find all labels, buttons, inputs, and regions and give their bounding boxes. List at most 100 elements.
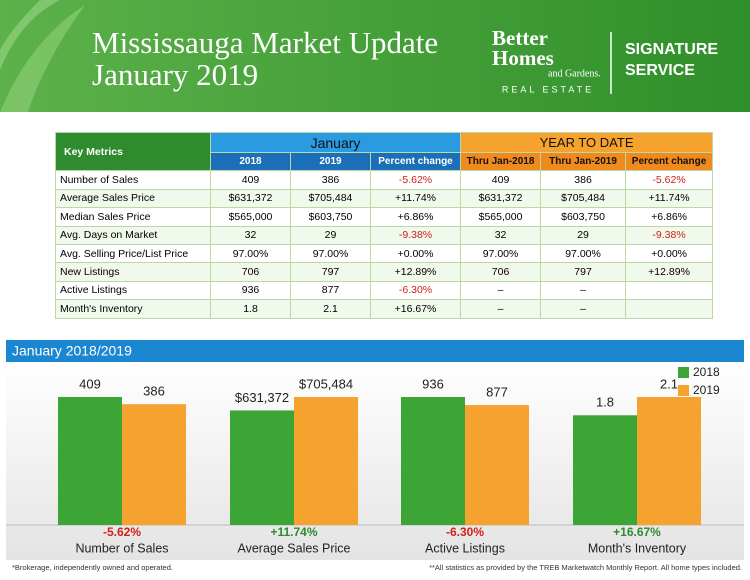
column-header: 2019 — [290, 151, 371, 172]
cell: +0.00% — [369, 243, 462, 264]
cell: $565,000 — [210, 207, 291, 227]
cell — [625, 299, 714, 319]
row-label: Avg. Selling Price/List Price — [55, 243, 211, 264]
leaf — [0, 0, 60, 70]
cell: – — [460, 280, 542, 301]
bar — [122, 404, 186, 525]
cell: +12.89% — [369, 262, 462, 282]
change-label: +11.74% — [270, 525, 317, 539]
cell — [625, 280, 714, 301]
bar — [637, 397, 701, 525]
column-header: Thru Jan-2018 — [460, 151, 542, 172]
cell: 97.00% — [290, 243, 371, 264]
cell: $603,750 — [540, 207, 627, 227]
cell: 32 — [460, 225, 542, 245]
row-label: Average Sales Price — [55, 188, 211, 209]
cell: -9.38% — [369, 225, 462, 245]
cell: +11.74% — [625, 188, 714, 209]
cell: -5.62% — [369, 170, 462, 190]
logo: and Gardens. — [548, 68, 601, 79]
category-label: Active Listings — [425, 541, 505, 555]
row-label: Number of Sales — [55, 170, 211, 190]
cell: 1.8 — [210, 299, 291, 319]
cell: 29 — [540, 225, 627, 245]
value-label: 386 — [143, 384, 165, 399]
column-header: Percent change — [369, 151, 462, 172]
cell: 97.00% — [540, 243, 627, 264]
bar — [230, 410, 294, 525]
category-label: Average Sales Price — [237, 541, 350, 555]
cell: -6.30% — [369, 280, 462, 301]
change-label: -6.30% — [446, 525, 484, 539]
change-label: +16.67% — [613, 525, 661, 539]
cell: 2.1 — [290, 299, 371, 319]
chart-title-band — [6, 340, 744, 362]
group-header: January — [209, 132, 462, 153]
column-header: 2018 — [210, 151, 291, 172]
value-label: 409 — [79, 376, 101, 391]
cell: – — [540, 280, 627, 301]
legend-label: 2019 — [693, 383, 720, 397]
value-label: 936 — [422, 376, 444, 391]
header-band — [0, 0, 750, 112]
cell: $705,484 — [540, 188, 627, 209]
cell: 706 — [210, 262, 291, 282]
value-label: 877 — [486, 385, 508, 400]
cell: $565,000 — [460, 207, 542, 227]
value-label: 1.8 — [596, 395, 614, 410]
cell: 877 — [290, 280, 371, 301]
cell: 29 — [290, 225, 371, 245]
footnote: *Brokerage, independently owned and oper… — [12, 563, 173, 572]
cell: $603,750 — [290, 207, 371, 227]
cell: – — [460, 299, 542, 319]
logo-sub: REAL ESTATE — [502, 84, 594, 94]
cell: 797 — [540, 262, 627, 282]
title: January 2019 — [92, 57, 258, 92]
value-label: $705,484 — [299, 376, 353, 391]
cell: 706 — [460, 262, 542, 282]
footnote: **All statistics as provided by the TREB… — [429, 563, 742, 572]
cell: -9.38% — [625, 225, 714, 245]
cell: $705,484 — [290, 188, 371, 209]
legend-swatch — [678, 385, 689, 396]
leaf — [0, 5, 85, 112]
service: SERVICE — [625, 62, 695, 79]
category-label: Number of Sales — [75, 541, 168, 555]
bar — [294, 397, 358, 525]
title: Mississauga Market Update — [92, 25, 438, 60]
cell: +6.86% — [625, 207, 714, 227]
cell: +16.67% — [369, 299, 462, 319]
service: SIGNATURE — [625, 41, 718, 58]
cell: +6.86% — [369, 207, 462, 227]
cell: 97.00% — [460, 243, 542, 264]
value-label: $631,372 — [235, 390, 289, 405]
corner-header: Key Metrics — [55, 131, 211, 172]
chart-title: January 2018/2019 — [12, 343, 132, 359]
change-label: -5.62% — [103, 525, 141, 539]
cell: 386 — [540, 170, 627, 190]
row-label: Active Listings — [55, 280, 211, 301]
cell: $631,372 — [210, 188, 291, 209]
cell: +0.00% — [625, 243, 714, 264]
category-label: Month's Inventory — [588, 541, 687, 555]
row-label: Median Sales Price — [55, 207, 211, 227]
cell: +11.74% — [369, 188, 462, 209]
metrics-table: Key Metrics January YEAR TO DATE 2018 2019 Pe… — [55, 131, 714, 319]
cell: – — [540, 299, 627, 319]
bar — [573, 415, 637, 525]
row-label: Month's Inventory — [55, 299, 211, 319]
logo: Homes — [492, 46, 554, 70]
cell: +12.89% — [625, 262, 714, 282]
cell: 409 — [210, 170, 291, 190]
cell: $631,372 — [460, 188, 542, 209]
bar — [58, 397, 122, 525]
cell: 409 — [460, 170, 542, 190]
value-label: 2.1 — [660, 376, 678, 391]
legend-label: 2018 — [693, 365, 720, 379]
cell: 97.00% — [210, 243, 291, 264]
cell: 386 — [290, 170, 371, 190]
bar — [465, 405, 529, 525]
logo: Better — [492, 26, 548, 50]
